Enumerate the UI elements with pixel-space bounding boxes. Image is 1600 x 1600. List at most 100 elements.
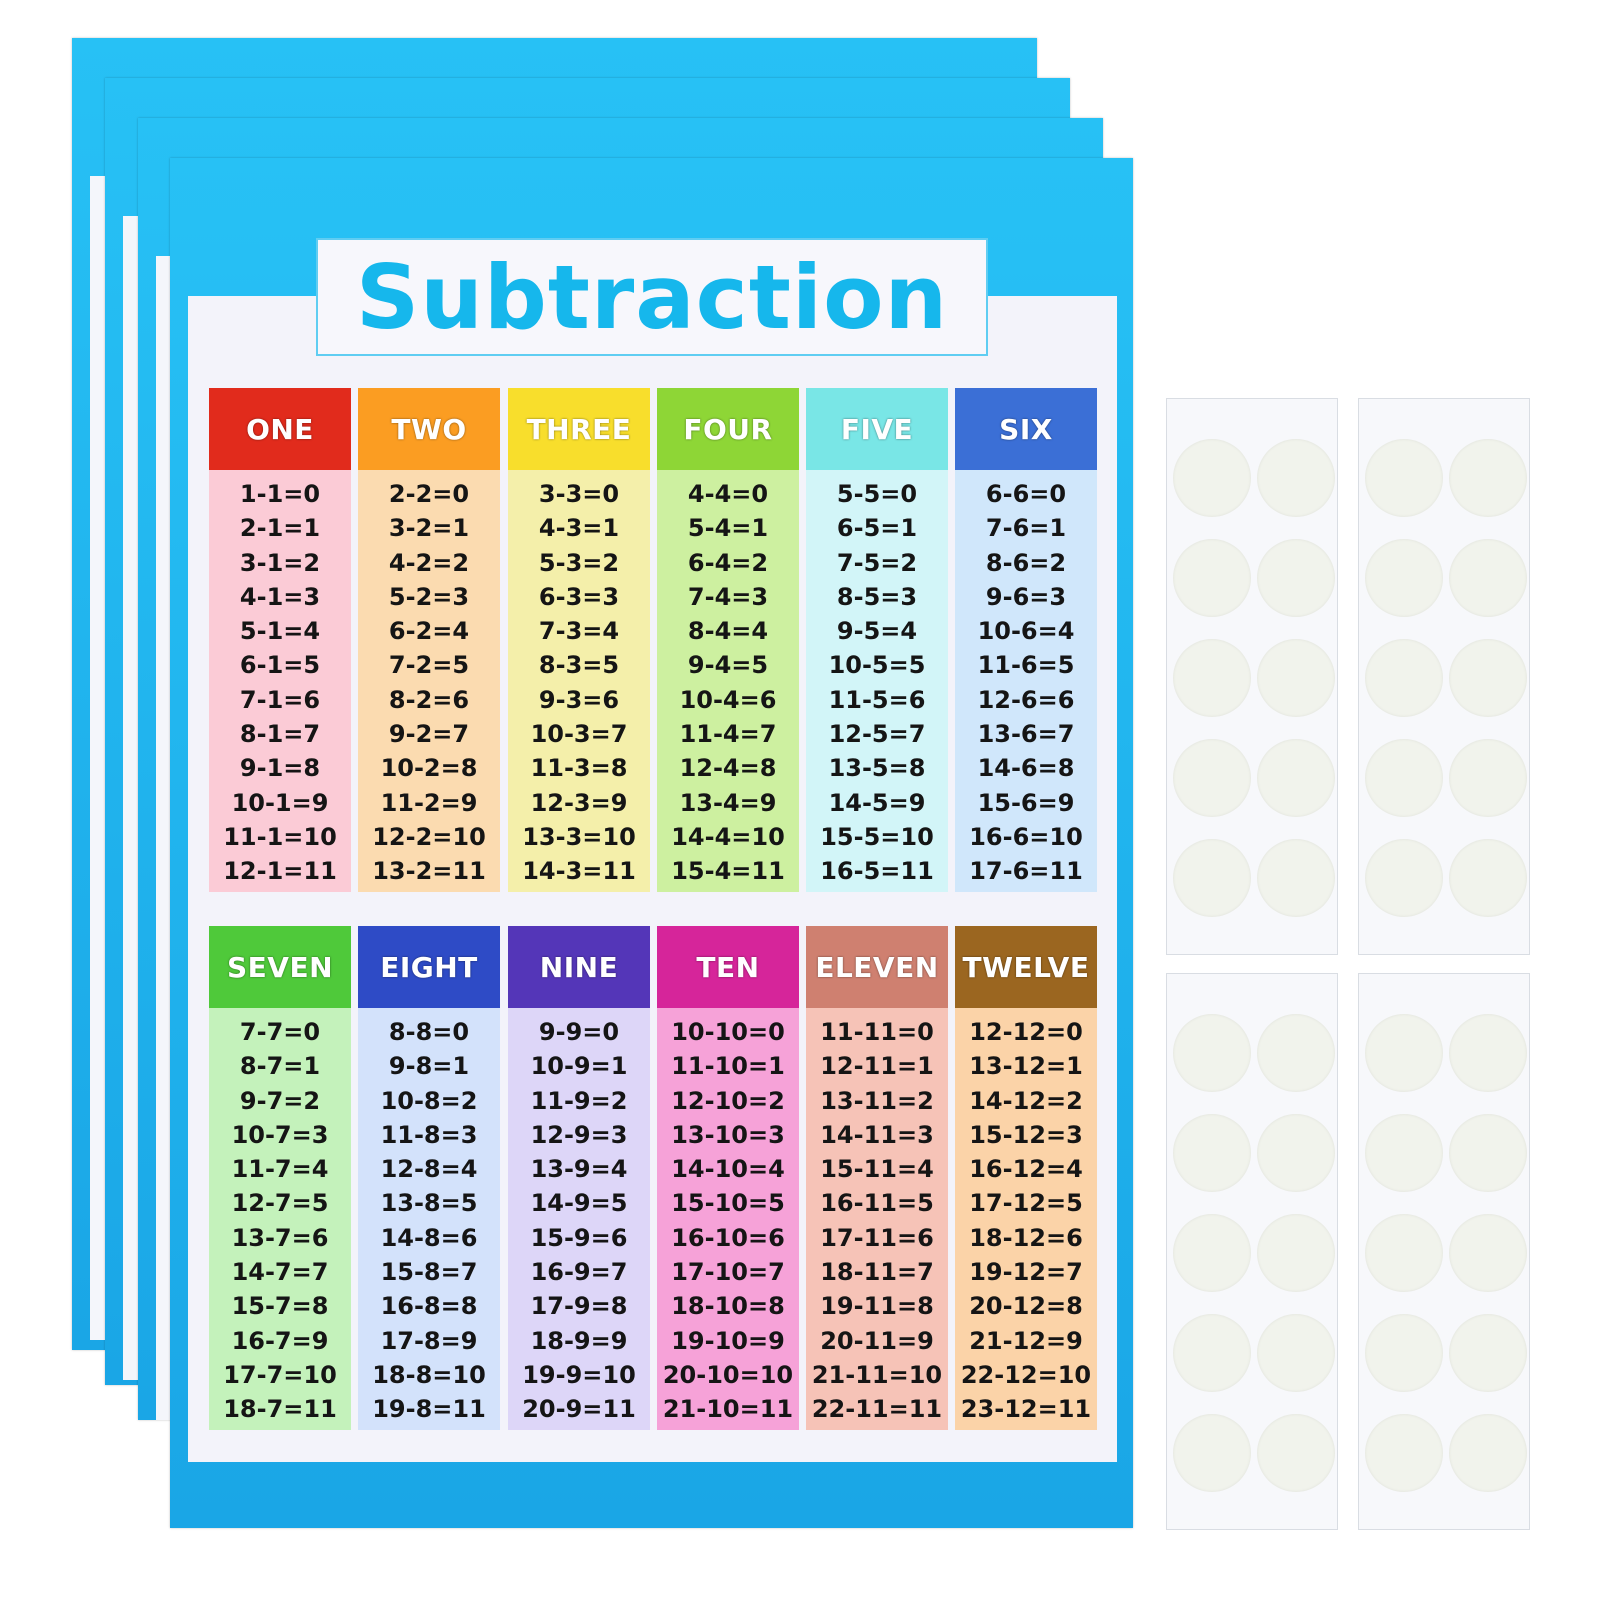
equation: 11-3=8 xyxy=(530,754,628,783)
equation: 9-4=5 xyxy=(687,651,769,680)
equation: 18-7=11 xyxy=(223,1395,337,1424)
adhesive-dot xyxy=(1173,1114,1251,1192)
equation: 19-10=9 xyxy=(671,1326,785,1355)
adhesive-dot xyxy=(1257,839,1335,917)
adhesive-dot xyxy=(1173,539,1251,617)
column-five: FIVE 5-5=0 6-5=1 7-5=2 8-5=3 9-5=4 10-5=5 11-5=… xyxy=(806,388,948,892)
equation: 14-10=4 xyxy=(671,1155,785,1184)
equation: 12-8=4 xyxy=(380,1155,478,1184)
adhesive-dot xyxy=(1365,739,1443,817)
equation: 12-4=8 xyxy=(679,754,777,783)
equation: 17-11=6 xyxy=(820,1223,934,1252)
equation: 11-10=1 xyxy=(671,1052,785,1081)
adhesive-dot xyxy=(1365,839,1443,917)
poster-title: Subtraction xyxy=(355,245,949,349)
equation: 12-12=0 xyxy=(969,1018,1083,1046)
adhesive-dot xyxy=(1257,439,1335,517)
equation: 15-5=10 xyxy=(820,822,934,851)
equation: 15-11=4 xyxy=(820,1155,934,1184)
equation: 11-11=0 xyxy=(820,1018,934,1046)
equation: 10-9=1 xyxy=(530,1052,628,1081)
adhesive-dot xyxy=(1449,1014,1527,1092)
column-header: THREE xyxy=(508,388,650,470)
equation: 16-11=5 xyxy=(820,1189,934,1218)
equation: 13-3=10 xyxy=(522,822,636,851)
column-header: SEVEN xyxy=(209,926,351,1008)
adhesive-dot xyxy=(1257,1214,1335,1292)
equation: 7-4=3 xyxy=(687,582,769,611)
equation: 11-8=3 xyxy=(380,1120,478,1149)
equation: 22-11=11 xyxy=(811,1395,943,1424)
column-body: 6-6=0 7-6=1 8-6=2 9-6=3 10-6=4 11-6=5 12-6=6 13… xyxy=(955,470,1097,892)
adhesive-dot xyxy=(1365,439,1443,517)
equation: 20-10=10 xyxy=(662,1360,794,1389)
column-header: NINE xyxy=(508,926,650,1008)
adhesive-dot xyxy=(1173,839,1251,917)
column-eight: EIGHT 8-8=0 9-8=1 10-8=2 11-8=3 12-8=4 13-8=5 1… xyxy=(358,926,500,1430)
adhesive-dot xyxy=(1365,1114,1443,1192)
equation: 7-1=6 xyxy=(239,685,321,714)
adhesive-dot xyxy=(1257,1014,1335,1092)
equation: 19-8=11 xyxy=(372,1395,486,1424)
column-header: TWELVE xyxy=(955,926,1097,1008)
equation: 10-7=3 xyxy=(231,1120,329,1149)
column-header: SIX xyxy=(955,388,1097,470)
equation: 15-12=3 xyxy=(969,1120,1083,1149)
equation: 16-8=8 xyxy=(380,1292,478,1321)
column-body: 8-8=0 9-8=1 10-8=2 11-8=3 12-8=4 13-8=5 14-8=6… xyxy=(358,1008,500,1430)
equation: 1-1=0 xyxy=(239,480,321,508)
equation: 11-7=4 xyxy=(231,1155,329,1184)
equation: 23-12=11 xyxy=(960,1395,1092,1424)
adhesive-dot xyxy=(1257,739,1335,817)
equation: 20-11=9 xyxy=(820,1326,934,1355)
column-header: ONE xyxy=(209,388,351,470)
equation: 9-8=1 xyxy=(388,1052,470,1081)
equation: 9-5=4 xyxy=(836,617,918,646)
equation: 12-2=10 xyxy=(372,822,486,851)
adhesive-dot xyxy=(1449,1414,1527,1492)
equation: 16-6=10 xyxy=(969,822,1083,851)
column-body: 9-9=0 10-9=1 11-9=2 12-9=3 13-9=4 14-9=5 15-9=… xyxy=(508,1008,650,1430)
equation: 9-6=3 xyxy=(985,582,1067,611)
column-body: 10-10=0 11-10=1 12-10=2 13-10=3 14-10=4 15-10… xyxy=(657,1008,799,1430)
equation: 11-2=9 xyxy=(380,788,478,817)
equation: 5-1=4 xyxy=(239,617,321,646)
column-header: FOUR xyxy=(657,388,799,470)
equation: 7-2=5 xyxy=(388,651,470,680)
equation: 6-4=2 xyxy=(687,548,769,577)
column-twelve: TWELVE 12-12=0 13-12=1 14-12=2 15-12=3 16-12=… xyxy=(955,926,1097,1430)
equation: 18-12=6 xyxy=(969,1223,1083,1252)
equation: 21-10=11 xyxy=(662,1395,794,1424)
equation: 6-6=0 xyxy=(985,480,1067,508)
adhesive-dot xyxy=(1173,1314,1251,1392)
sheet-edge xyxy=(156,256,172,1420)
adhesive-dot xyxy=(1365,1414,1443,1492)
column-body: 3-3=0 4-3=1 5-3=2 6-3=3 7-3=4 8-3=5 9-3=6 10-3=… xyxy=(508,470,650,892)
column-body: 11-11=0 12-11=1 13-11=2 14-11=3 15-11=4 16-11… xyxy=(806,1008,948,1430)
equation: 8-5=3 xyxy=(836,582,918,611)
equation: 6-3=3 xyxy=(538,582,620,611)
adhesive-dot xyxy=(1365,1214,1443,1292)
equation: 11-1=10 xyxy=(223,822,337,851)
column-three: THREE 3-3=0 4-3=1 5-3=2 6-3=3 7-3=4 8-3=5 9-3=6… xyxy=(508,388,650,892)
column-body: 5-5=0 6-5=1 7-5=2 8-5=3 9-5=4 10-5=5 11-5=6 12-… xyxy=(806,470,948,892)
column-header: ELEVEN xyxy=(806,926,948,1008)
column-one: ONE 1-1=0 2-1=1 3-1=2 4-1=3 5-1=4 6-1=5 7-1=6 8-… xyxy=(209,388,351,892)
equation: 2-1=1 xyxy=(239,514,321,543)
equation: 12-11=1 xyxy=(820,1052,934,1081)
sticker-sheet xyxy=(1166,398,1338,955)
equation: 8-2=6 xyxy=(388,685,470,714)
sheet-edge xyxy=(90,176,106,1340)
adhesive-dot xyxy=(1257,539,1335,617)
equation: 10-3=7 xyxy=(530,720,628,749)
equation: 12-7=5 xyxy=(231,1189,329,1218)
adhesive-dot xyxy=(1257,1414,1335,1492)
equation: 3-3=0 xyxy=(538,480,620,508)
equation: 14-7=7 xyxy=(231,1258,329,1287)
equation: 11-9=2 xyxy=(530,1086,628,1115)
equation: 9-1=8 xyxy=(239,754,321,783)
adhesive-dot xyxy=(1257,1314,1335,1392)
equation: 13-6=7 xyxy=(977,720,1075,749)
equation: 14-9=5 xyxy=(530,1189,628,1218)
adhesive-dot xyxy=(1449,739,1527,817)
